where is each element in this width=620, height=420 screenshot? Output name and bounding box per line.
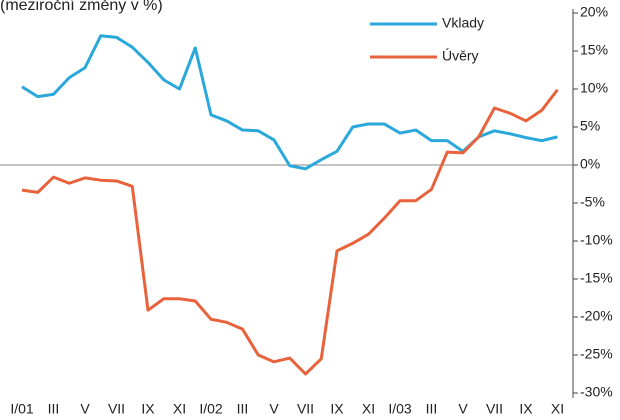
- x-tick-label: VII: [108, 401, 125, 417]
- x-tick-label: XI: [362, 401, 375, 417]
- x-tick-label: XI: [173, 401, 186, 417]
- y-tick-label: 15%: [580, 42, 608, 58]
- legend-label: Úvěry: [442, 48, 479, 64]
- x-tick-label: IX: [330, 401, 344, 417]
- x-tick-label: V: [458, 401, 468, 417]
- x-tick-label: IX: [519, 401, 533, 417]
- x-tick-label: III: [237, 401, 249, 417]
- x-tick-label: V: [269, 401, 279, 417]
- y-tick-label: 10%: [580, 80, 608, 96]
- x-tick-label: I/02: [199, 401, 223, 417]
- x-tick-label: V: [80, 401, 90, 417]
- x-tick-label: XI: [551, 401, 564, 417]
- x-tick-label: I/03: [388, 401, 412, 417]
- y-tick-label: -20%: [580, 308, 613, 324]
- x-tick-label: VII: [486, 401, 503, 417]
- series-line: [21, 88, 559, 376]
- y-tick-label: -30%: [580, 384, 613, 400]
- chart-title: (meziroční změny v %): [0, 0, 163, 14]
- x-tick-label: IX: [141, 401, 155, 417]
- y-tick-label: 5%: [580, 118, 600, 134]
- x-tick-label: III: [48, 401, 60, 417]
- x-tick-label: I/01: [10, 401, 34, 417]
- x-tick-label: III: [426, 401, 438, 417]
- x-tick-label: VII: [297, 401, 314, 417]
- y-tick-label: -10%: [580, 232, 613, 248]
- y-tick-label: 0%: [580, 156, 600, 172]
- y-tick-label: -25%: [580, 346, 613, 362]
- y-tick-label: -15%: [580, 270, 613, 286]
- legend-label: Vklady: [442, 15, 484, 31]
- y-tick-label: -5%: [580, 194, 605, 210]
- y-tick-label: 20%: [580, 4, 608, 20]
